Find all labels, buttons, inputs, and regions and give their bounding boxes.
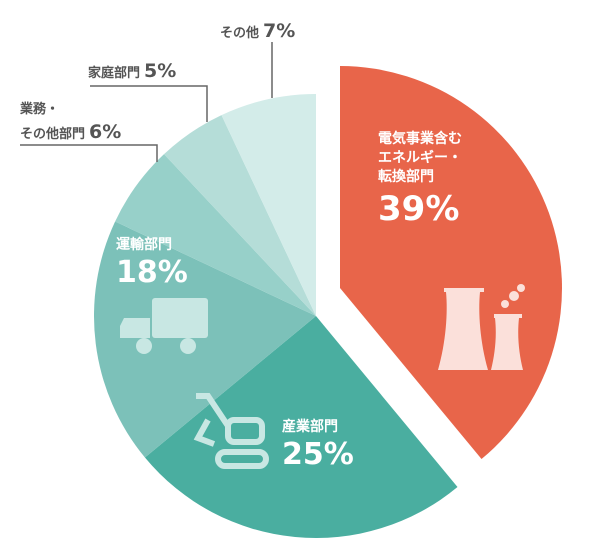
pie-slice (115, 154, 317, 316)
category-label: 運輸部門 (116, 237, 172, 253)
slice-label: 運輸部門 18% (116, 236, 188, 291)
value-label: 25% (282, 437, 354, 472)
value-label: 5% (144, 60, 177, 82)
slice-label: 業務・ その他部門 6% (20, 98, 121, 146)
leader-line (90, 85, 208, 122)
value-label: 6% (89, 121, 122, 143)
excavator-icon (193, 393, 269, 469)
slice-label: 電気事業含む エネルギー・ 転換部門 39% (378, 130, 462, 231)
slice-label: その他 7% (220, 20, 295, 45)
value-label: 7% (263, 20, 296, 42)
pie-slice (94, 221, 317, 458)
pie-slice (144, 316, 458, 539)
category-label: 家庭部門 (88, 66, 141, 81)
category-label: 業務・ その他部門 (20, 102, 86, 142)
pie-slice (164, 115, 316, 317)
slice-label: 家庭部門 5% (88, 60, 176, 85)
leader-line (20, 144, 158, 162)
pie-slice (221, 94, 316, 316)
leader-lines (20, 42, 273, 162)
truck-icon (120, 298, 208, 354)
slice-label: 産業部門 25% (282, 418, 354, 473)
category-label: その他 (220, 26, 260, 41)
value-label: 39% (378, 189, 460, 229)
category-label: 電気事業含む エネルギー・ 転換部門 (378, 131, 462, 185)
factory-icon (438, 284, 525, 370)
category-label: 産業部門 (282, 419, 338, 435)
value-label: 18% (116, 255, 188, 290)
